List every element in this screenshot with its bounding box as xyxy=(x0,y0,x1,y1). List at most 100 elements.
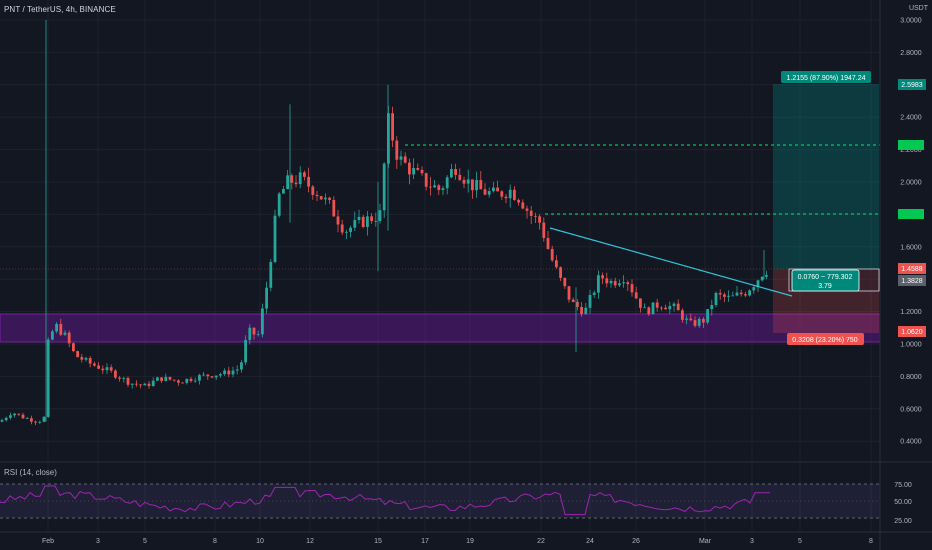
candle xyxy=(294,175,298,188)
candle xyxy=(80,353,84,363)
rsi-axis-50: 50.00 xyxy=(894,499,912,506)
target-label-box xyxy=(781,71,871,83)
price-tick: 2.8000 xyxy=(900,50,922,57)
time-tick: 15 xyxy=(374,538,382,545)
candle xyxy=(231,366,235,378)
candle xyxy=(424,172,428,191)
candle xyxy=(601,272,604,285)
price-tick: 0.4000 xyxy=(900,439,922,446)
candle xyxy=(105,363,109,374)
candle xyxy=(613,277,617,289)
candle xyxy=(177,379,180,386)
candle xyxy=(416,163,420,171)
candle xyxy=(710,299,714,316)
candle xyxy=(718,289,722,300)
candle xyxy=(307,167,310,193)
price-tick: 0.8000 xyxy=(900,374,922,381)
support-zone[interactable] xyxy=(0,313,881,343)
candle xyxy=(685,315,688,325)
candle xyxy=(118,376,121,382)
candle xyxy=(21,412,25,419)
candle xyxy=(256,330,260,337)
time-tick: 8 xyxy=(213,538,217,545)
candle xyxy=(59,318,63,337)
candle xyxy=(450,163,453,179)
candle xyxy=(311,184,315,200)
price-tick: 2.0000 xyxy=(900,180,922,187)
candle xyxy=(193,377,197,383)
stop-label-box xyxy=(787,333,864,345)
candle xyxy=(353,211,357,232)
time-tick: 26 xyxy=(632,538,640,545)
candle xyxy=(500,190,504,200)
candle xyxy=(727,290,730,302)
candle xyxy=(760,276,764,282)
candle xyxy=(521,199,525,210)
candle xyxy=(345,229,348,239)
candle xyxy=(202,371,205,377)
candle xyxy=(739,289,743,297)
candle xyxy=(378,203,382,224)
candle xyxy=(206,374,210,380)
candle xyxy=(273,209,277,264)
candle xyxy=(580,302,583,317)
candle xyxy=(55,321,58,334)
time-tick: 22 xyxy=(537,538,545,545)
price-tick: 3.0000 xyxy=(900,18,922,25)
candle xyxy=(328,196,331,204)
candle xyxy=(483,183,487,196)
candle xyxy=(332,196,336,217)
candle xyxy=(584,303,588,315)
trend-line[interactable] xyxy=(549,227,793,297)
long-position-profit-area[interactable] xyxy=(773,84,879,269)
candle xyxy=(248,324,252,345)
candle xyxy=(697,316,701,329)
time-tick: 5 xyxy=(143,538,147,545)
current-price-badge xyxy=(898,263,926,274)
candle xyxy=(517,198,520,206)
price-tick: 1.2000 xyxy=(900,309,922,316)
candle xyxy=(555,255,558,269)
horizontal-grid xyxy=(0,19,880,442)
vertical-grid xyxy=(47,0,872,532)
candle xyxy=(714,291,718,308)
candle xyxy=(403,152,407,164)
rsi-line[interactable] xyxy=(0,485,770,516)
time-axis[interactable]: Feb 3 5 8 10 12 15 17 19 22 24 26 Mar 3 5 8 xyxy=(42,538,873,545)
time-tick: 12 xyxy=(306,538,314,545)
candle xyxy=(702,317,705,328)
candle xyxy=(538,214,541,230)
symbol-title[interactable]: PNT / TetherUS, 4h, BINANCE xyxy=(4,5,116,14)
candle xyxy=(668,301,672,314)
candle xyxy=(265,281,268,314)
candle xyxy=(374,212,378,227)
candle xyxy=(609,278,613,288)
candle xyxy=(622,275,625,288)
candle xyxy=(139,384,142,389)
position-info-box[interactable] xyxy=(791,269,860,292)
rsi-indicator-label[interactable]: RSI (14, close) xyxy=(4,468,57,477)
candle xyxy=(366,211,369,236)
candle xyxy=(723,292,726,303)
candle xyxy=(496,180,499,192)
lower-guide-badge xyxy=(898,209,924,219)
time-tick: 10 xyxy=(256,538,264,545)
candle xyxy=(126,376,130,388)
candle xyxy=(630,279,634,297)
candle xyxy=(357,209,361,224)
candle xyxy=(681,308,684,323)
candle xyxy=(433,179,436,188)
candle xyxy=(462,176,466,189)
time-tick: 24 xyxy=(586,538,594,545)
candle xyxy=(286,170,289,190)
rsi-axis-25: 25.00 xyxy=(894,518,912,525)
candle xyxy=(706,309,709,325)
candle xyxy=(441,185,445,196)
currency-label: USDT xyxy=(908,5,928,12)
candle xyxy=(9,412,12,420)
candle xyxy=(214,375,218,381)
candle xyxy=(298,166,302,189)
candle xyxy=(395,136,399,169)
candle xyxy=(693,316,697,328)
